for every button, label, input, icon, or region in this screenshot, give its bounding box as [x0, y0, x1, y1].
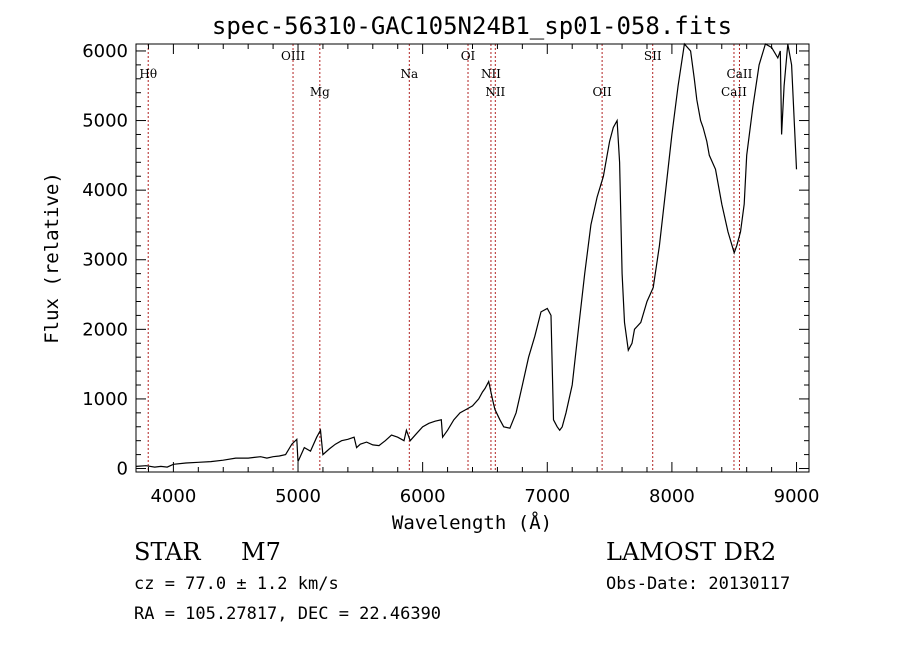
spectral-line-label: OII	[592, 85, 612, 99]
spectral-line-label: NII	[481, 67, 501, 81]
y-tick-label: 2000	[82, 319, 128, 340]
y-tick-label: 1000	[82, 389, 128, 410]
x-tick-label: 6000	[400, 486, 446, 507]
axis-ticks: 4000 5000 6000 7000 8000 9000 0 1000 2000 3000 400…	[82, 41, 819, 507]
object-class: STAR	[134, 538, 201, 566]
spectral-line-label: Na	[400, 67, 418, 81]
x-tick-label: 8000	[649, 486, 695, 507]
x-axis-label: Wavelength (Å)	[392, 511, 552, 534]
redshift-cz: cz = 77.0 ± 1.2 km/s	[134, 574, 339, 594]
spectral-line-label: Hθ	[139, 67, 157, 81]
spectral-line-label: SII	[644, 49, 662, 63]
y-tick-label: 0	[117, 459, 128, 480]
spectrum-line	[135, 42, 798, 468]
spectral-line-label: CaII	[721, 85, 747, 99]
x-tick-label: 7000	[524, 486, 570, 507]
spectral-line-label: OIII	[281, 49, 305, 63]
coordinates: RA = 105.27817, DEC = 22.46390	[134, 604, 442, 624]
observation-date: Obs-Date: 20130117	[606, 574, 791, 594]
y-tick-label: 6000	[82, 41, 128, 62]
spectral-line-label: OI	[461, 49, 476, 63]
y-tick-label: 5000	[82, 111, 128, 132]
survey-name: LAMOST DR2	[606, 538, 777, 566]
y-tick-label: 4000	[82, 180, 128, 201]
spectral-line-label: NII	[485, 85, 505, 99]
x-tick-label: 5000	[275, 486, 321, 507]
object-subclass: M7	[241, 538, 281, 566]
spectrum-chart: spec-56310-GAC105N24B1_sp01-058.fits Hθ O…	[41, 12, 819, 534]
x-tick-label: 4000	[150, 486, 196, 507]
spectral-line-markers: Hθ OIII Mg Na OI NII NII OII SII CaII CaII	[139, 44, 753, 472]
spectral-line-label: CaII	[727, 67, 753, 81]
y-tick-label: 3000	[82, 250, 128, 271]
y-axis-label: Flux (relative)	[41, 172, 63, 344]
plot-frame	[135, 43, 810, 473]
spectral-line-label: Mg	[310, 85, 330, 99]
chart-title: spec-56310-GAC105N24B1_sp01-058.fits	[212, 12, 732, 40]
x-tick-label: 9000	[774, 486, 820, 507]
